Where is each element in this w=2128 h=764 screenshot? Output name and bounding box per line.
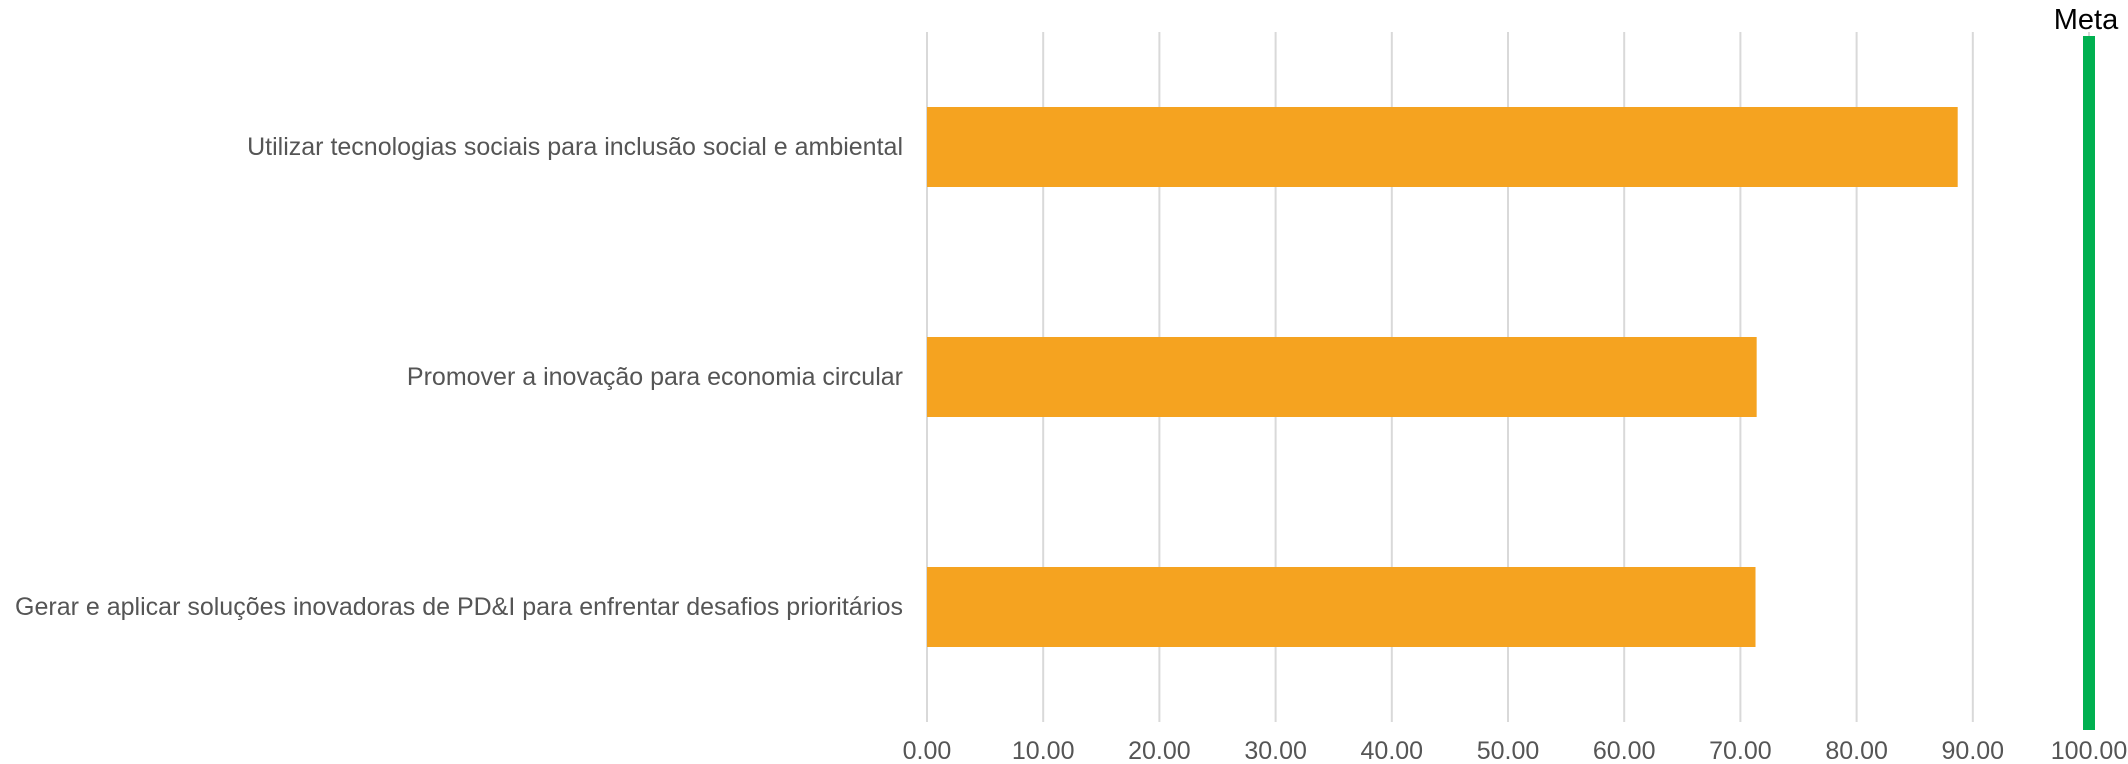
target-line <box>2083 36 2095 730</box>
x-tick-label: 80.00 <box>1825 737 1888 764</box>
x-tick-label: 10.00 <box>1012 737 1075 764</box>
x-tick-label: 20.00 <box>1128 737 1191 764</box>
x-tick-label: 60.00 <box>1593 737 1656 764</box>
x-tick-label: 40.00 <box>1361 737 1424 764</box>
x-tick-label: 30.00 <box>1244 737 1307 764</box>
category-label: Gerar e aplicar soluções inovadoras de P… <box>15 593 903 621</box>
x-tick-label: 100.00 <box>2051 737 2127 764</box>
x-tick-labels: 0.00 10.00 20.00 30.00 40.00 50.00 60.00 70.00 8… <box>903 737 2128 764</box>
x-tick-label: 50.00 <box>1477 737 1540 764</box>
category-label: Utilizar tecnologias sociais para inclus… <box>247 133 903 161</box>
bar <box>927 567 1756 647</box>
x-tick-label: 90.00 <box>1942 737 2005 764</box>
bars <box>927 107 1958 647</box>
x-tick-label: 0.00 <box>903 737 952 764</box>
category-label: Promover a inovação para economia circul… <box>407 363 903 391</box>
bar <box>927 337 1757 417</box>
bar <box>927 107 1958 187</box>
x-tick-label: 70.00 <box>1709 737 1772 764</box>
category-labels: Utilizar tecnologias sociais para inclus… <box>15 133 903 621</box>
target-label: Meta <box>2054 4 2119 36</box>
target-marker: Meta <box>2054 4 2119 730</box>
